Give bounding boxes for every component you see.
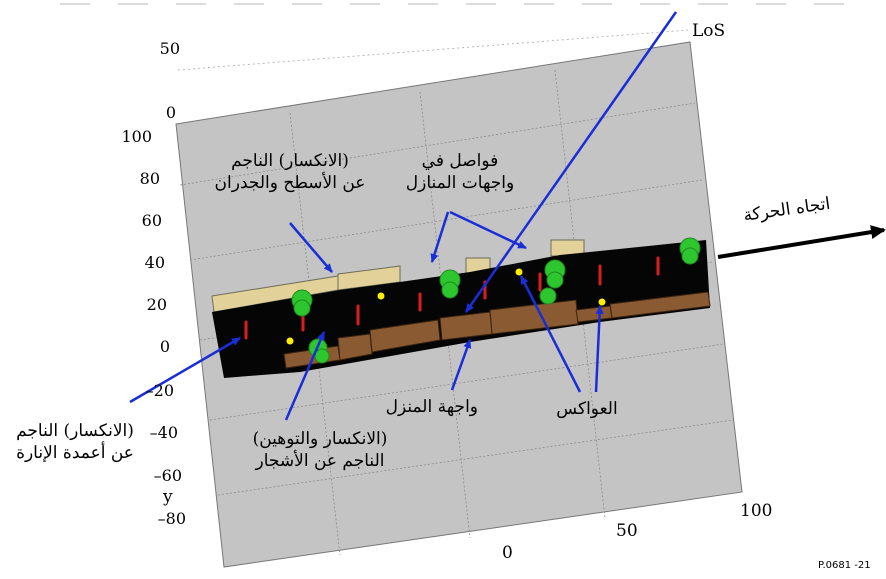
lamppost-line-2: عن أعمدة الإنارة [16,443,134,463]
x-tick-100: 100 [740,501,773,521]
front-buildings [283,291,711,369]
y-tick-60: 60 [141,211,162,230]
y-tick-minus60: –60 [153,466,182,485]
roof-wall-diffraction-label: (الانكسار) الناجم عن الأسطح والجدران [210,150,370,194]
los-label: LoS [692,21,726,41]
x-tick-0: 0 [502,543,513,563]
z-tick-50: 50 [159,39,180,58]
tree-diffraction-label: (الانكسار والتوهين) الناجم عن الأشجار [250,428,390,472]
y-tick-100: 100 [121,127,152,146]
annotation-arrows [129,11,678,421]
y-tick-minus40: –40 [149,423,178,442]
reflectors-label: العواكس [556,399,618,419]
reflectors-dots [286,268,606,345]
tree-line-1: (الانكسار والتوهين) [252,429,388,449]
x-tick-50: 50 [616,521,638,541]
movement-arrow [717,225,886,259]
lamppost-diffraction-label: (الانكسار) الناجم عن أعمدة الإنارة [2,420,148,464]
facade-gaps-line-2: واجهات المنازل [405,173,515,193]
y-tick-80: 80 [139,169,160,188]
y-tick-minus80: –80 [157,509,186,528]
y-tick-20: 20 [146,295,167,314]
z-tick-0: 0 [165,103,176,122]
facade-gaps-label: فواصل في واجهات المنازل [400,150,520,194]
y-tick-0: 0 [159,337,170,356]
lamppost-line-1: (الانكسار) الناجم [16,421,134,441]
y-axis-label: y [163,487,173,507]
plot-box-top [60,3,860,71]
figure-id: P.0681 -21 [818,560,871,571]
y-tick-40: 40 [144,253,165,272]
tree-line-2: الناجم عن الأشجار [255,451,385,471]
facade-gaps-line-1: فواصل في [421,151,499,171]
house-facade-label: واجهة المنزل [385,397,478,417]
street-area [212,240,710,378]
y-tick-minus20: –20 [145,381,174,400]
roof-wall-line-1: (الانكسار) الناجم [231,151,349,171]
roof-wall-line-2: عن الأسطح والجدران [214,173,366,193]
